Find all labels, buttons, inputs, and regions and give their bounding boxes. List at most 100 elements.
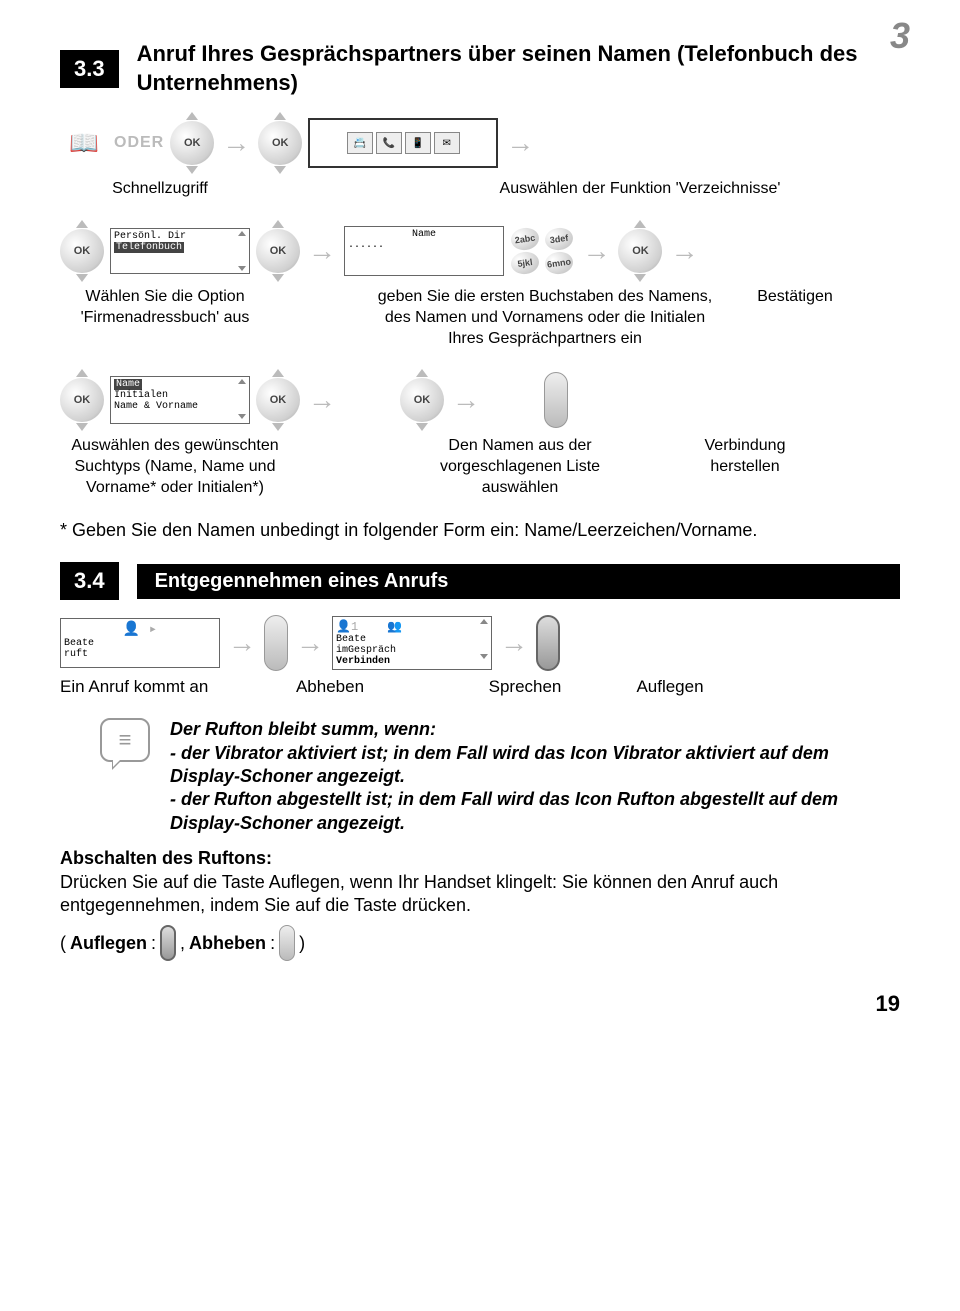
screen-line: Initialen (114, 390, 236, 401)
ok-nav-1: OK (170, 112, 214, 174)
screen-name-input: Name ...... (344, 226, 504, 276)
caption-auswaehlen-funktion: Auswählen der Funktion 'Verzeichnisse' (380, 179, 900, 200)
screen-search-type: Name Initialen Name & Vorname (110, 376, 250, 424)
nav-up-icon (272, 220, 284, 228)
nav-down-icon (76, 423, 88, 431)
arrow-icon: → (504, 127, 536, 159)
page-number-top: 3 (890, 15, 910, 57)
nav-up-icon (76, 220, 88, 228)
arrow-icon: → (450, 384, 482, 416)
abschalten-block: Abschalten des Ruftons: Drücken Sie auf … (60, 847, 900, 917)
mail-icon: ✉ (434, 132, 460, 154)
legend-open: ( (60, 932, 66, 955)
arrow-icon: → (306, 384, 338, 416)
call-status-icon: 👤1 👥 (336, 619, 478, 634)
nav-up-icon (76, 369, 88, 377)
caption-abheben: Abheben (270, 676, 390, 698)
caption-firmenadressbuch: Wählen Sie die Option 'Firmenadressbuch'… (60, 287, 270, 329)
caption-auflegen: Auflegen (620, 676, 720, 698)
nav-up-icon (634, 220, 646, 228)
screen-line: Beate (336, 634, 478, 645)
pickup-button-icon[interactable] (264, 615, 288, 671)
ok-nav-5: OK (618, 220, 662, 282)
ok-nav-3: OK (60, 220, 104, 282)
section-num-3-3: 3.3 (60, 50, 119, 88)
ok-button[interactable]: OK (170, 121, 214, 165)
ok-nav-4: OK (256, 220, 300, 282)
directory-icon: 📇 (347, 132, 373, 154)
ok-button[interactable]: OK (258, 121, 302, 165)
ok-button[interactable]: OK (60, 378, 104, 422)
legend-comma: , (180, 932, 185, 955)
screen-line-selected: Telefonbuch (114, 242, 184, 253)
nav-down-icon (634, 274, 646, 282)
footnote-3-3: * Geben Sie den Namen unbedingt in folge… (60, 519, 900, 542)
nav-up-icon (272, 369, 284, 377)
ok-button[interactable]: OK (400, 378, 444, 422)
legend-sep2: : (270, 932, 275, 955)
legend-auflegen: Auflegen (70, 932, 147, 955)
screen-in-call: 👤1 👥 Beate imGespräch Verbinden (332, 616, 492, 670)
hangup-button-icon[interactable] (536, 615, 560, 671)
pickup-button-icon[interactable] (544, 372, 568, 428)
ok-nav-7: OK (256, 369, 300, 431)
nav-down-icon (272, 274, 284, 282)
key-3[interactable]: 3def (544, 226, 575, 252)
caption-anruf-kommt: Ein Anruf kommt an (60, 676, 230, 698)
nav-down-icon (272, 423, 284, 431)
row-1-flow: 📖 ODER OK → OK 📇 📞 📱 ✉ → (60, 112, 900, 174)
row-3-4-flow: 👤 ▸ Beate ruft → → 👤1 👥 Beate imGespräch… (60, 615, 900, 671)
ok-nav-6: OK (60, 369, 104, 431)
row-2-flow: OK Persönl. Dir Telefonbuch OK → Name ..… (60, 220, 900, 282)
nav-down-icon (186, 166, 198, 174)
legend-close: ) (299, 932, 305, 955)
handset-icon: 📱 (405, 132, 431, 154)
screen-line: Beate (64, 638, 216, 649)
nav-up-icon (186, 112, 198, 120)
section-title-3-4: Entgegennehmen eines Anrufs (137, 564, 900, 599)
ok-nav-2: OK (258, 112, 302, 174)
note-block: ≡ Der Rufton bleibt summ, wenn: - der Vi… (100, 718, 900, 835)
arrow-icon: → (226, 627, 258, 659)
arrow-icon: → (294, 627, 326, 659)
hangup-icon (160, 925, 176, 961)
section-num-3-4: 3.4 (60, 562, 119, 600)
screen-line: Name & Vorname (114, 401, 236, 412)
legend-abheben: Abheben (189, 932, 266, 955)
ok-button[interactable]: OK (60, 229, 104, 273)
legend-sep: : (151, 932, 156, 955)
keypad: 2abc 3def 5jkl 6mno (510, 227, 574, 275)
caption-suchtyp: Auswählen des gewünschten Suchtyps (Name… (60, 436, 290, 498)
screen-personal-dir: Persönl. Dir Telefonbuch (110, 228, 250, 274)
screen-line: Persönl. Dir (114, 231, 236, 242)
key-5[interactable]: 5jkl (510, 250, 541, 276)
key-2[interactable]: 2abc (510, 226, 541, 252)
note-line-1: - der Vibrator aktiviert ist; in dem Fal… (170, 742, 900, 789)
caption-liste: Den Namen aus der vorgeschlagenen Liste … (410, 436, 630, 498)
phone-icon: 📞 (376, 132, 402, 154)
arrow-icon: → (668, 235, 700, 267)
scroll-indicator (480, 619, 488, 659)
screen-line-bold: Verbinden (336, 656, 478, 667)
row-3-flow: OK Name Initialen Name & Vorname OK → OK (60, 369, 900, 431)
caption-bestaetigen: Bestätigen (730, 287, 860, 308)
legend-line: ( Auflegen : , Abheben : ) (60, 925, 900, 961)
note-heading: Der Rufton bleibt summ, wenn: (170, 718, 900, 741)
book-icon: 📖 (60, 123, 108, 163)
caption-verbindung: Verbindung herstellen (680, 436, 810, 478)
note-icon: ≡ (100, 718, 150, 762)
caption-buchstaben: geben Sie die ersten Buchstaben des Name… (370, 287, 720, 349)
key-6[interactable]: 6mno (544, 250, 575, 276)
ok-button[interactable]: OK (256, 229, 300, 273)
oder-label: ODER (114, 134, 164, 152)
arrow-icon: → (306, 235, 338, 267)
screen-line: imGespräch (336, 645, 478, 656)
ok-button[interactable]: OK (618, 229, 662, 273)
screen-line-selected: Name (114, 379, 142, 390)
ok-button[interactable]: OK (256, 378, 300, 422)
nav-up-icon (274, 112, 286, 120)
nav-up-icon (416, 369, 428, 377)
caption-sprechen: Sprechen (440, 676, 610, 698)
screen-dots: ...... (348, 240, 500, 251)
arrow-icon: → (498, 627, 530, 659)
